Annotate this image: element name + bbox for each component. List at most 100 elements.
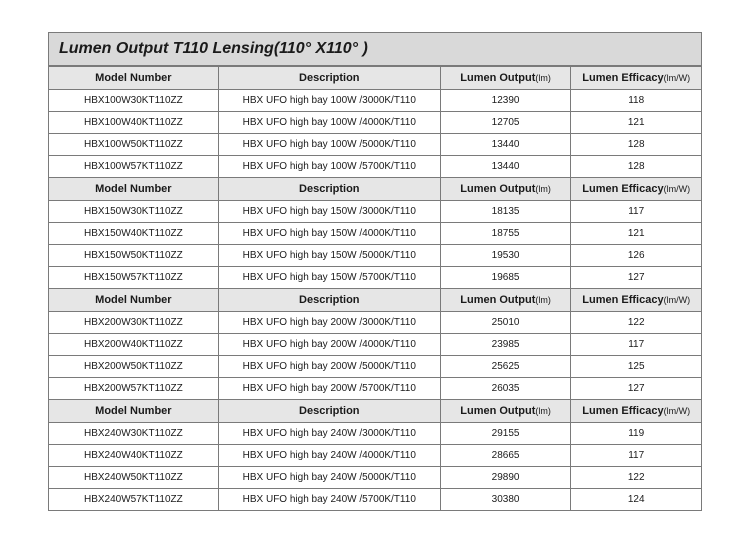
cell-eff: 117 <box>571 334 702 356</box>
table-row: HBX200W40KT110ZZHBX UFO high bay 200W /4… <box>49 334 702 356</box>
table-row: HBX150W30KT110ZZHBX UFO high bay 150W /3… <box>49 201 702 223</box>
cell-desc: HBX UFO high bay 240W /5700K/T110 <box>218 489 440 511</box>
model-header-label: Model Number <box>95 294 171 306</box>
cell-output: 25625 <box>440 356 571 378</box>
cell-output: 30380 <box>440 489 571 511</box>
table-row: HBX200W57KT110ZZHBX UFO high bay 200W /5… <box>49 378 702 400</box>
cell-model: HBX200W57KT110ZZ <box>49 378 219 400</box>
efficacy-header: Lumen Efficacy(lm/W) <box>571 289 702 312</box>
cell-desc: HBX UFO high bay 150W /5700K/T110 <box>218 267 440 289</box>
efficacy-header-label: Lumen Efficacy <box>582 294 663 306</box>
description-header-label: Description <box>299 183 360 195</box>
table-row: HBX240W50KT110ZZHBX UFO high bay 240W /5… <box>49 467 702 489</box>
cell-output: 28665 <box>440 445 571 467</box>
model-header-label: Model Number <box>95 183 171 195</box>
efficacy-header-unit: (lm/W) <box>664 295 691 305</box>
model-header-label: Model Number <box>95 405 171 417</box>
output-header-unit: (lm) <box>535 184 551 194</box>
efficacy-header: Lumen Efficacy(lm/W) <box>571 67 702 90</box>
description-header-label: Description <box>299 72 360 84</box>
efficacy-header-label: Lumen Efficacy <box>582 183 663 195</box>
cell-model: HBX240W57KT110ZZ <box>49 489 219 511</box>
model-header-label: Model Number <box>95 72 171 84</box>
model-header: Model Number <box>49 178 219 201</box>
cell-desc: HBX UFO high bay 200W /3000K/T110 <box>218 312 440 334</box>
description-header-label: Description <box>299 294 360 306</box>
output-header: Lumen Output(lm) <box>440 400 571 423</box>
cell-model: HBX240W50KT110ZZ <box>49 467 219 489</box>
cell-output: 12705 <box>440 112 571 134</box>
cell-output: 29155 <box>440 423 571 445</box>
cell-model: HBX240W30KT110ZZ <box>49 423 219 445</box>
efficacy-header: Lumen Efficacy(lm/W) <box>571 178 702 201</box>
description-header: Description <box>218 67 440 90</box>
efficacy-header-unit: (lm/W) <box>664 73 691 83</box>
table-header-row: Model NumberDescriptionLumen Output(lm)L… <box>49 178 702 201</box>
cell-output: 19685 <box>440 267 571 289</box>
efficacy-header: Lumen Efficacy(lm/W) <box>571 400 702 423</box>
output-header-unit: (lm) <box>535 295 551 305</box>
cell-eff: 127 <box>571 267 702 289</box>
cell-output: 23985 <box>440 334 571 356</box>
table-header-row: Model NumberDescriptionLumen Output(lm)L… <box>49 289 702 312</box>
table-row: HBX240W57KT110ZZHBX UFO high bay 240W /5… <box>49 489 702 511</box>
efficacy-header-label: Lumen Efficacy <box>582 405 663 417</box>
cell-output: 18755 <box>440 223 571 245</box>
table-row: HBX240W30KT110ZZHBX UFO high bay 240W /3… <box>49 423 702 445</box>
cell-model: HBX100W57KT110ZZ <box>49 156 219 178</box>
cell-model: HBX150W40KT110ZZ <box>49 223 219 245</box>
efficacy-header-unit: (lm/W) <box>664 406 691 416</box>
cell-desc: HBX UFO high bay 200W /5700K/T110 <box>218 378 440 400</box>
cell-eff: 118 <box>571 90 702 112</box>
output-header-unit: (lm) <box>535 406 551 416</box>
cell-desc: HBX UFO high bay 200W /4000K/T110 <box>218 334 440 356</box>
description-header: Description <box>218 289 440 312</box>
cell-model: HBX240W40KT110ZZ <box>49 445 219 467</box>
cell-model: HBX200W50KT110ZZ <box>49 356 219 378</box>
output-header: Lumen Output(lm) <box>440 67 571 90</box>
cell-eff: 124 <box>571 489 702 511</box>
cell-desc: HBX UFO high bay 150W /5000K/T110 <box>218 245 440 267</box>
cell-output: 18135 <box>440 201 571 223</box>
output-header-label: Lumen Output <box>460 72 535 84</box>
description-header: Description <box>218 400 440 423</box>
output-header: Lumen Output(lm) <box>440 178 571 201</box>
output-header: Lumen Output(lm) <box>440 289 571 312</box>
cell-model: HBX100W30KT110ZZ <box>49 90 219 112</box>
cell-model: HBX100W50KT110ZZ <box>49 134 219 156</box>
cell-desc: HBX UFO high bay 240W /5000K/T110 <box>218 467 440 489</box>
table-row: HBX150W40KT110ZZHBX UFO high bay 150W /4… <box>49 223 702 245</box>
cell-model: HBX150W30KT110ZZ <box>49 201 219 223</box>
description-header-label: Description <box>299 405 360 417</box>
table-row: HBX100W40KT110ZZHBX UFO high bay 100W /4… <box>49 112 702 134</box>
cell-desc: HBX UFO high bay 100W /5000K/T110 <box>218 134 440 156</box>
output-header-label: Lumen Output <box>460 294 535 306</box>
cell-eff: 127 <box>571 378 702 400</box>
model-header: Model Number <box>49 400 219 423</box>
efficacy-header-unit: (lm/W) <box>664 184 691 194</box>
cell-model: HBX100W40KT110ZZ <box>49 112 219 134</box>
table-row: HBX150W57KT110ZZHBX UFO high bay 150W /5… <box>49 267 702 289</box>
cell-output: 13440 <box>440 134 571 156</box>
table-row: HBX100W57KT110ZZHBX UFO high bay 100W /5… <box>49 156 702 178</box>
output-header-unit: (lm) <box>535 73 551 83</box>
cell-desc: HBX UFO high bay 100W /3000K/T110 <box>218 90 440 112</box>
cell-desc: HBX UFO high bay 240W /4000K/T110 <box>218 445 440 467</box>
cell-output: 29890 <box>440 467 571 489</box>
table-row: HBX200W50KT110ZZHBX UFO high bay 200W /5… <box>49 356 702 378</box>
cell-desc: HBX UFO high bay 240W /3000K/T110 <box>218 423 440 445</box>
efficacy-header-label: Lumen Efficacy <box>582 72 663 84</box>
cell-eff: 117 <box>571 201 702 223</box>
cell-eff: 122 <box>571 312 702 334</box>
cell-eff: 128 <box>571 156 702 178</box>
cell-model: HBX200W30KT110ZZ <box>49 312 219 334</box>
cell-desc: HBX UFO high bay 200W /5000K/T110 <box>218 356 440 378</box>
description-header: Description <box>218 178 440 201</box>
cell-output: 25010 <box>440 312 571 334</box>
cell-output: 13440 <box>440 156 571 178</box>
cell-eff: 121 <box>571 223 702 245</box>
cell-output: 19530 <box>440 245 571 267</box>
cell-desc: HBX UFO high bay 100W /4000K/T110 <box>218 112 440 134</box>
table-row: HBX200W30KT110ZZHBX UFO high bay 200W /3… <box>49 312 702 334</box>
table-row: HBX240W40KT110ZZHBX UFO high bay 240W /4… <box>49 445 702 467</box>
